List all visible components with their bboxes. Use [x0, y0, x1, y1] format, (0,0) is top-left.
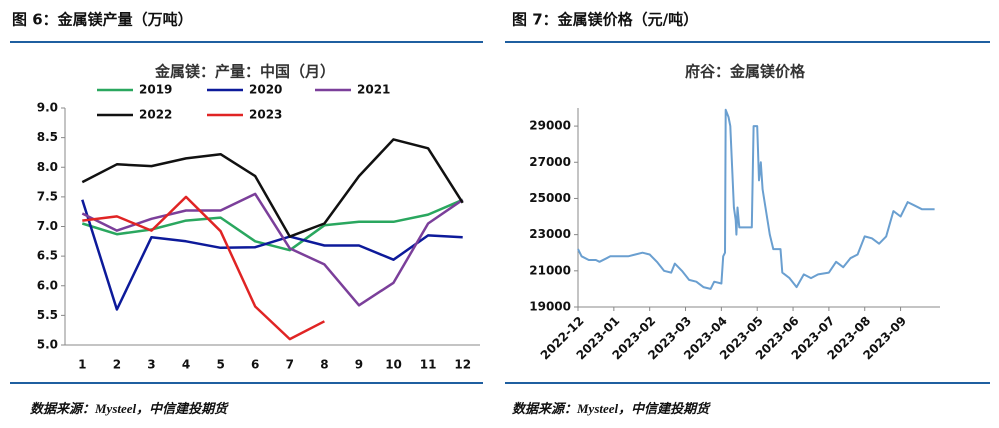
y-tick-label: 23000	[529, 227, 571, 241]
y-tick-label: 25000	[529, 191, 571, 205]
legend-label: 2019	[139, 83, 172, 97]
y-tick-label: 29000	[529, 119, 571, 133]
x-tick-label: 10	[385, 358, 402, 372]
x-tick-label: 4	[182, 358, 190, 372]
x-tick-label: 7	[286, 358, 294, 372]
series-line	[81, 199, 463, 311]
x-tick-label: 6	[251, 358, 259, 372]
chart-title: 金属镁：产量：中国（月）	[154, 63, 335, 81]
y-tick-label: 6.5	[37, 249, 58, 263]
legend-label: 2020	[249, 83, 282, 97]
y-tick-label: 5.0	[37, 338, 58, 352]
source: 数据来源：Mysteel，中信建投期货	[30, 401, 229, 416]
y-tick-label: 19000	[529, 300, 571, 314]
y-tick-label: 21000	[529, 263, 571, 277]
y-tick-label: 7.5	[37, 189, 58, 203]
legend-label: 2022	[139, 108, 172, 122]
y-tick-label: 27000	[529, 155, 571, 169]
series-line	[577, 108, 935, 290]
x-tick-label: 9	[355, 358, 363, 372]
series-line	[82, 195, 325, 341]
x-tick-label: 2	[113, 358, 121, 372]
y-tick-label: 8.0	[37, 160, 58, 174]
chart-title: 府谷：金属镁价格	[685, 63, 806, 81]
series-line	[81, 192, 464, 307]
x-tick-label: 5	[216, 358, 224, 372]
x-tick-label: 3	[147, 358, 155, 372]
caption: 图 7：金属镁价格（元/吨）	[512, 11, 698, 29]
y-tick-label: 6.0	[37, 278, 58, 292]
series-line	[81, 138, 464, 238]
y-tick-label: 9.0	[37, 101, 58, 115]
y-tick-label: 5.5	[37, 308, 58, 322]
legend-label: 2021	[357, 83, 390, 97]
x-tick-label: 1	[78, 358, 86, 372]
x-tick-label: 11	[420, 358, 437, 372]
series-line	[81, 198, 464, 252]
x-tick-label: 12	[454, 358, 471, 372]
caption: 图 6：金属镁产量（万吨）	[12, 11, 193, 29]
legend-label: 2023	[249, 108, 282, 122]
source: 数据来源：Mysteel，中信建投期货	[512, 401, 711, 416]
y-tick-label: 8.5	[37, 130, 58, 144]
y-tick-label: 7.0	[37, 219, 58, 233]
x-tick-label: 8	[320, 358, 328, 372]
